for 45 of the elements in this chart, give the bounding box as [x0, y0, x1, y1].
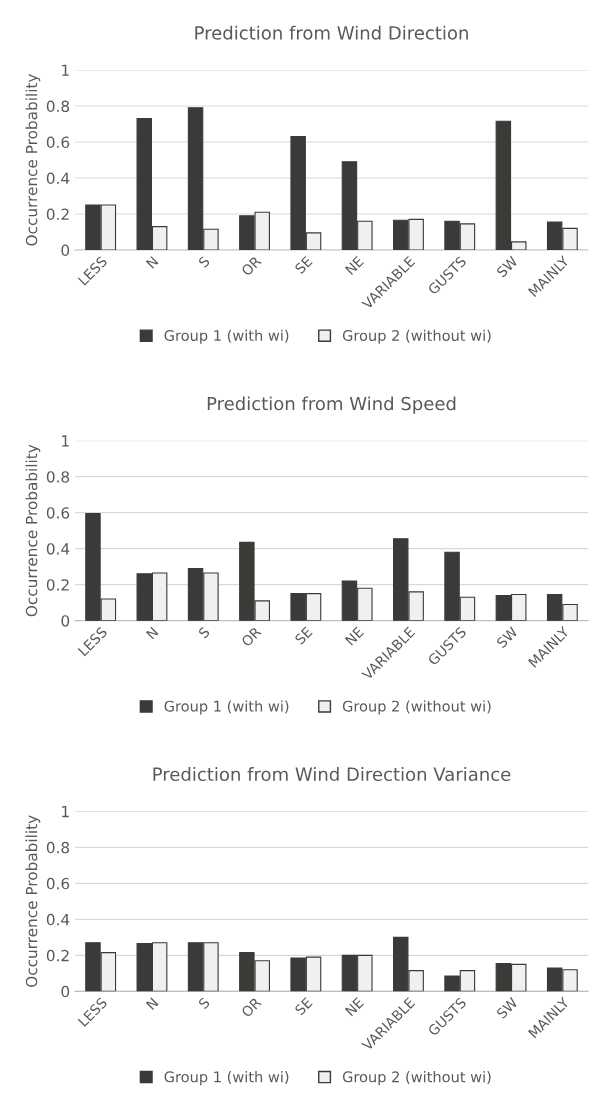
y-tick-label: 0.2 — [46, 949, 69, 962]
chart-title: Prediction from Wind Direction — [195, 25, 468, 40]
legend-label: Group 1 (with wi) — [164, 1071, 289, 1086]
legend-label: Group 1 (with wi) — [164, 700, 289, 715]
y-tick-label: 1 — [62, 435, 69, 447]
x-tick-label: SE — [294, 626, 313, 645]
y-tick-label: 0.2 — [46, 208, 69, 221]
x-tick-label: OR — [240, 255, 262, 277]
x-tick-label: SW — [495, 626, 519, 649]
y-tick-label: 0.2 — [46, 579, 69, 591]
y-tick-label: 0.4 — [46, 913, 70, 926]
y-tick-label: 0.6 — [46, 877, 70, 890]
x-tick-label: SW — [495, 996, 519, 1020]
x-tick-label: N — [145, 626, 159, 640]
y-tick-label: 0 — [61, 615, 70, 627]
chart-title: Prediction from Wind Direction Variance — [153, 767, 511, 782]
y-tick-label: 1 — [62, 64, 69, 76]
legend-label: Group 2 (without wi) — [342, 329, 491, 344]
y-tick-label: 0.4 — [46, 543, 70, 555]
x-tick-label: S — [197, 255, 211, 269]
y-axis-title: Occurrence Probability — [25, 73, 41, 246]
x-tick-label: N — [145, 997, 159, 1011]
y-tick-label: 0.8 — [46, 100, 70, 113]
y-axis-title: Occurrence Probability — [25, 815, 41, 987]
chart-title: Prediction from Wind Speed — [207, 396, 456, 414]
y-tick-label: 0.4 — [46, 172, 70, 185]
x-tick-label: S — [197, 626, 211, 639]
x-tick-label: SW — [495, 255, 519, 278]
y-tick-label: 0.6 — [46, 507, 70, 519]
y-tick-label: 1 — [62, 806, 69, 818]
legend-label: Group 2 (without wi) — [342, 1071, 491, 1086]
y-tick-label: 0.8 — [46, 841, 70, 854]
x-tick-label: S — [197, 996, 211, 1010]
x-tick-label: SE — [294, 997, 313, 1016]
x-tick-label: OR — [240, 625, 262, 648]
x-tick-label: SE — [294, 255, 313, 275]
y-tick-label: 0.8 — [46, 471, 70, 483]
y-tick-label: 0 — [61, 244, 70, 257]
x-tick-label: OR — [240, 996, 262, 1018]
x-tick-label: N — [145, 256, 159, 269]
y-tick-label: 0.6 — [46, 136, 70, 149]
legend-label: Group 2 (without wi) — [342, 700, 491, 715]
y-axis-title: Occurrence Probability — [25, 444, 41, 617]
y-tick-label: 0 — [61, 985, 70, 998]
legend-label: Group 1 (with wi) — [164, 329, 289, 344]
